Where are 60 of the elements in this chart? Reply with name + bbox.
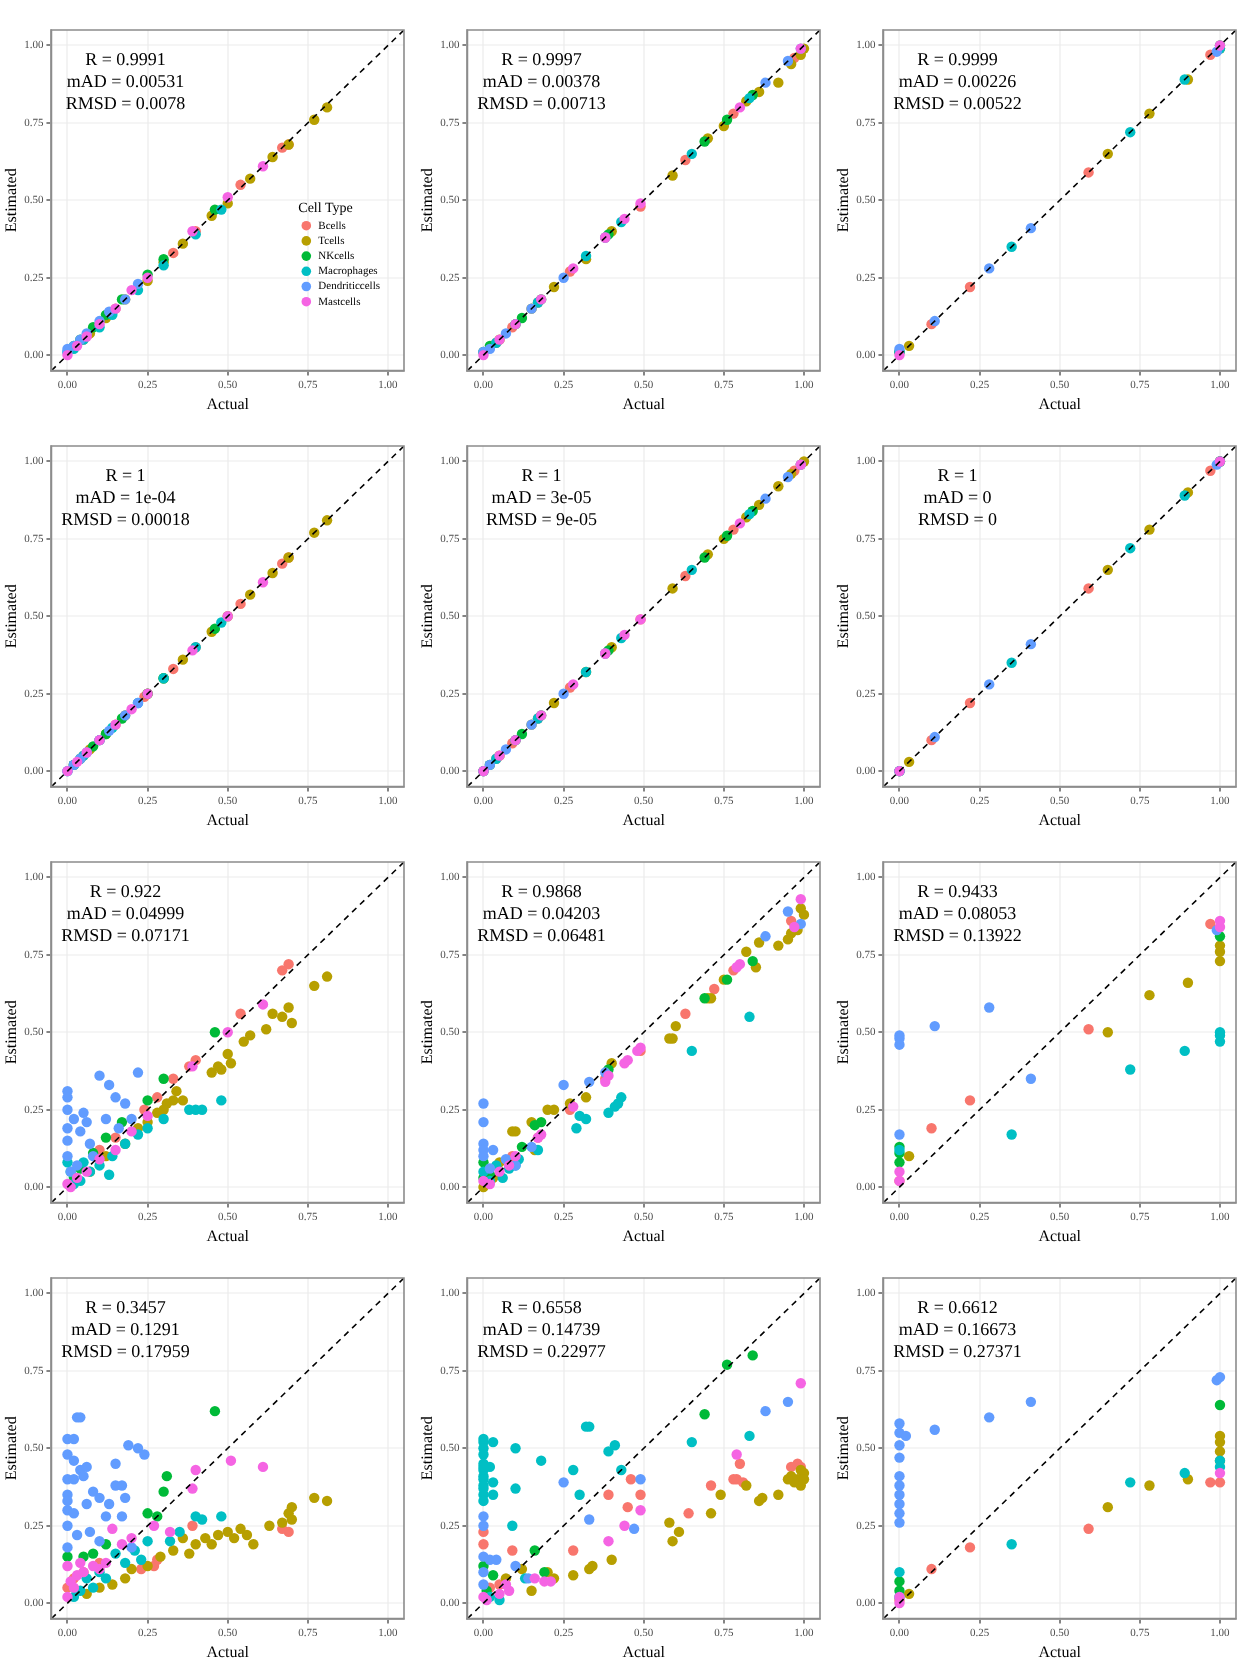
- annotation: RMSD = 0.00713: [477, 92, 607, 113]
- annotation: RMSD = 0.0078: [65, 92, 187, 113]
- annotation: mAD = 0.1291: [71, 1319, 180, 1340]
- y-axis-title: Estimated: [417, 1000, 436, 1065]
- y-axis-title: Estimated: [417, 1416, 436, 1481]
- y-axis-title: Estimated: [833, 1000, 852, 1065]
- x-axis-title: Actual: [1038, 394, 1083, 413]
- annotation: RMSD = 0.00018: [61, 508, 191, 529]
- annotation: RMSD = 0.00522: [893, 92, 1022, 113]
- x-axis-title: Actual: [622, 1226, 667, 1245]
- x-axis-title: Actual: [622, 810, 667, 829]
- annotation: RMSD = 0: [917, 508, 999, 529]
- annotation: R = 0.922: [89, 881, 162, 902]
- x-axis-title: Actual: [1038, 810, 1083, 829]
- annotation: RMSD = 0.22977: [477, 1340, 607, 1361]
- annotation: mAD = 0.08053: [898, 903, 1018, 924]
- annotation: R = 0.6612: [917, 1297, 998, 1318]
- annotation: mAD = 0.04999: [66, 903, 186, 924]
- y-axis-title: Estimated: [833, 168, 852, 233]
- annotation: mAD = 0.00531: [66, 71, 185, 92]
- annotation: mAD = 0.04203: [482, 903, 602, 924]
- annotation: R = 0.3457: [85, 1297, 167, 1318]
- x-axis-title: Actual: [206, 394, 251, 413]
- annotation: mAD = 1e-04: [75, 487, 177, 508]
- annotation: RMSD = 0.17959: [61, 1340, 191, 1361]
- annotation: R = 0.9999: [917, 49, 999, 70]
- y-axis-title: Estimated: [1, 1416, 20, 1481]
- x-axis-title: Actual: [1038, 1642, 1083, 1661]
- x-axis-title: Actual: [206, 810, 251, 829]
- annotation: RMSD = 0.13922: [893, 924, 1022, 945]
- annotation: RMSD = 9e-05: [485, 508, 599, 529]
- x-axis-title: Actual: [622, 394, 667, 413]
- y-axis-title: Estimated: [833, 1416, 852, 1481]
- annotation: mAD = 0.00378: [482, 71, 602, 92]
- x-axis-title: Actual: [1038, 1226, 1083, 1245]
- annotation: mAD = 0: [923, 487, 993, 508]
- annotation: mAD = 0.00226: [898, 71, 1018, 92]
- y-axis-title: Estimated: [1, 168, 20, 233]
- x-axis-title: Actual: [206, 1226, 251, 1245]
- y-axis-title: Estimated: [1, 584, 20, 649]
- annotation: R = 1: [937, 465, 978, 486]
- x-axis-title: Actual: [622, 1642, 667, 1661]
- annotation: R = 0.9868: [501, 881, 583, 902]
- annotation: mAD = 0.16673: [898, 1319, 1018, 1340]
- annotation: RMSD = 0.27371: [893, 1340, 1022, 1361]
- y-axis-title: Estimated: [417, 168, 436, 233]
- y-axis-title: Estimated: [1, 1000, 20, 1065]
- annotation: mAD = 0.14739: [482, 1319, 602, 1340]
- annotation: R = 0.9997: [501, 49, 583, 70]
- x-axis-title: Actual: [206, 1642, 251, 1661]
- annotation: mAD = 3e-05: [491, 487, 593, 508]
- annotation: R = 0.9433: [917, 881, 999, 902]
- annotation: R = 0.9991: [85, 49, 166, 70]
- annotation: RMSD = 0.06481: [477, 924, 606, 945]
- annotation: R = 0.6558: [501, 1297, 583, 1318]
- annotation: R = 1: [105, 465, 146, 486]
- annotation: RMSD = 0.07171: [61, 924, 190, 945]
- y-axis-title: Estimated: [833, 584, 852, 649]
- annotation: R = 1: [521, 465, 562, 486]
- y-axis-title: Estimated: [417, 584, 436, 649]
